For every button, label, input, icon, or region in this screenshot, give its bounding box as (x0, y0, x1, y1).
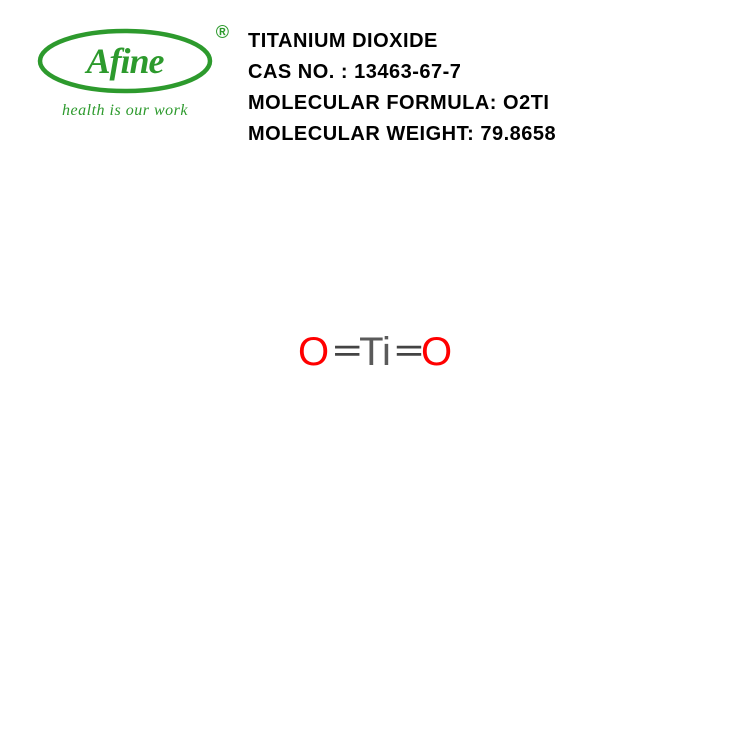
weight-line: MOLECULAR WEIGHT: 79.8658 (248, 119, 556, 150)
compound-name: TITANIUM DIOXIDE (248, 26, 556, 57)
registered-mark-icon: ® (216, 22, 229, 43)
brand-logo-block: Afine ® health is our work (30, 26, 220, 120)
double-bond-left-icon: ═ (335, 331, 353, 376)
weight-value: 79.8658 (480, 123, 556, 145)
molecular-structure: O═Ti═O (0, 330, 750, 376)
cas-label: CAS NO. : (248, 61, 348, 83)
formula-label: MOLECULAR FORMULA: (248, 92, 497, 114)
cas-value: 13463-67-7 (354, 61, 461, 83)
atom-oxygen-right: O (421, 330, 452, 374)
compound-info-block: TITANIUM DIOXIDE CAS NO. : 13463-67-7 MO… (248, 22, 556, 150)
brand-name: Afine (35, 26, 215, 96)
atom-oxygen-left: O (298, 330, 329, 374)
formula-line: MOLECULAR FORMULA: O2TI (248, 88, 556, 119)
header-row: Afine ® health is our work TITANIUM DIOX… (0, 0, 750, 150)
formula-value: O2TI (503, 92, 549, 114)
cas-line: CAS NO. : 13463-67-7 (248, 57, 556, 88)
logo-oval-wrap: Afine ® (35, 26, 215, 96)
weight-label: MOLECULAR WEIGHT: (248, 123, 474, 145)
brand-tagline: health is our work (62, 102, 188, 120)
atom-titanium: Ti (359, 330, 391, 374)
double-bond-right-icon: ═ (397, 331, 415, 376)
